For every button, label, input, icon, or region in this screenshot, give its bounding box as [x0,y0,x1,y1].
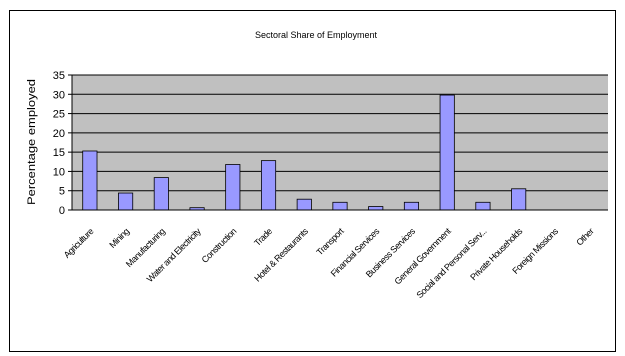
y-tick-label: 15 [53,147,65,159]
bar [296,198,312,211]
y-tick-label: 20 [53,128,65,140]
y-tick-label: 30 [53,89,65,101]
x-tick-label: Mining [107,226,131,250]
bar [118,192,134,211]
y-tick-label: 5 [59,186,65,198]
x-tick-label: Agriculture [62,226,96,260]
y-tick-label: 35 [53,70,65,82]
x-tick-label: Social and Personal Serv... [414,226,488,300]
x-tick-label: Other [574,226,596,248]
y-ticks: 0 5 10 15 20 25 30 35 [53,70,72,217]
chart-title: Sectoral Share of Employment [255,30,378,40]
bars [82,94,527,211]
x-tick-label: Trade [252,226,274,248]
gridlines [72,74,608,192]
bar [403,201,420,211]
bar [82,150,98,211]
bar [439,94,455,211]
bar [225,164,241,211]
bar [368,206,384,211]
x-tick-label: Construction [200,226,239,265]
y-tick-label: 25 [53,109,65,121]
plot-area [72,75,608,210]
bar [153,177,169,211]
bar [260,160,277,211]
bar [511,188,527,211]
chart-frame: Sectoral Share of Employment 0 5 10 15 20 25 3… [9,10,616,352]
bar [475,201,491,211]
y-tick-label: 0 [59,205,65,217]
x-tick-label: Transport [315,226,347,258]
y-tick-label: 10 [53,166,65,178]
y-axis-label: Percentage employed [26,79,38,205]
bar [332,201,348,211]
bar-chart: Sectoral Share of Employment 0 5 10 15 20 25 3… [26,30,608,301]
